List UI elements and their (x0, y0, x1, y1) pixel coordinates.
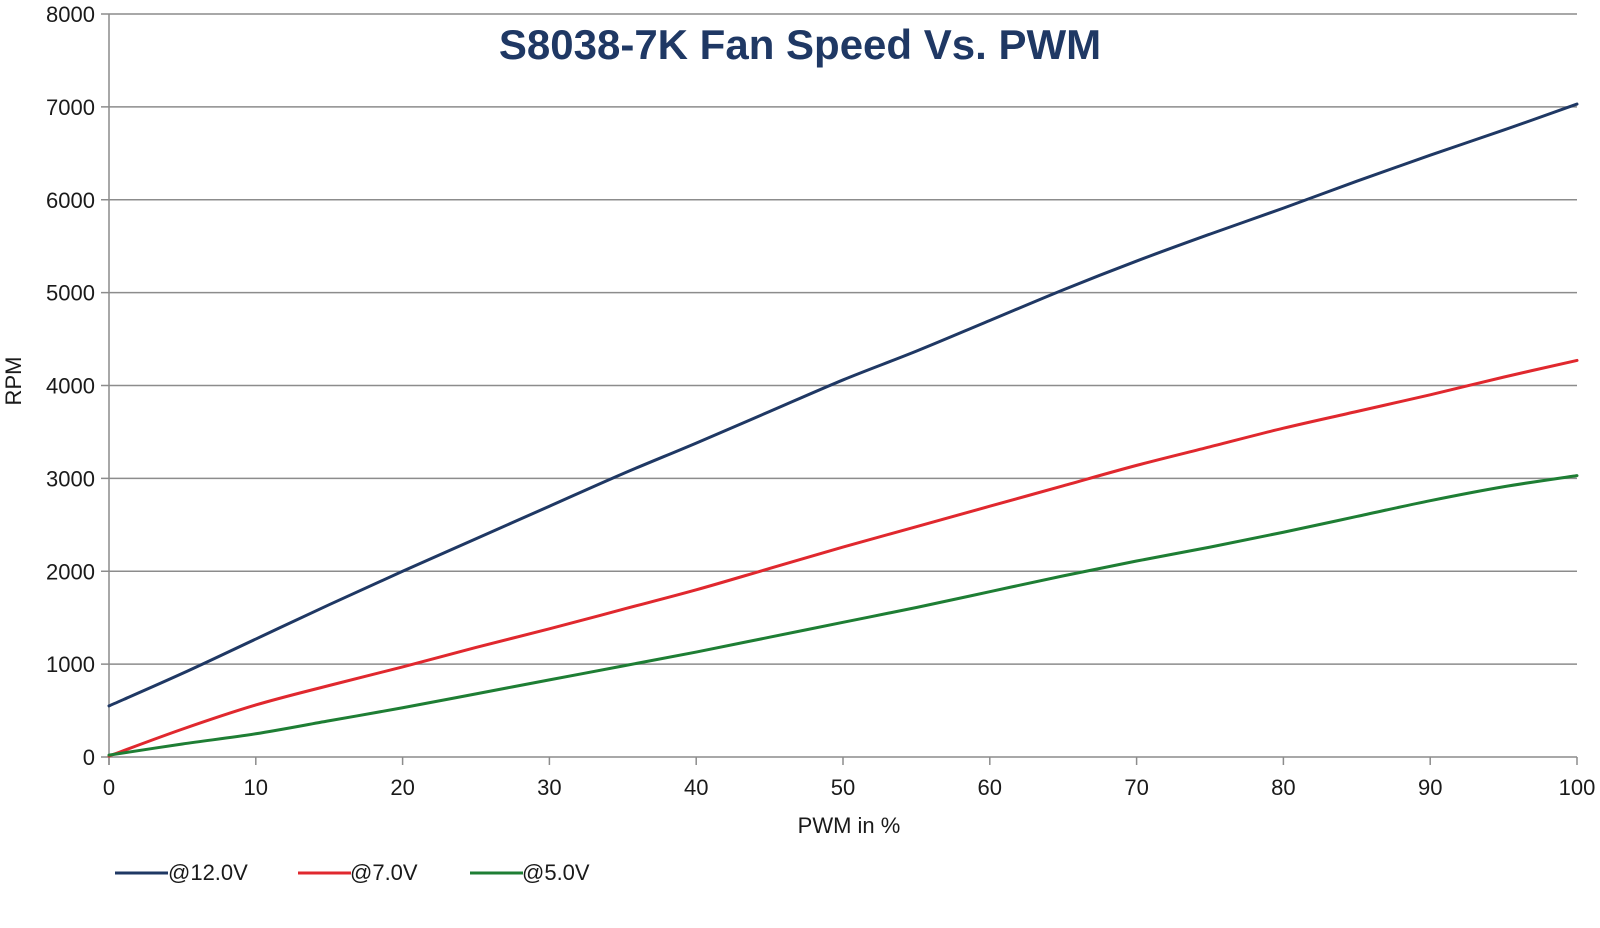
y-tick-label: 5000 (46, 281, 95, 306)
x-tick-label: 90 (1418, 775, 1442, 800)
axes (108, 14, 1577, 765)
x-tick-label: 60 (978, 775, 1002, 800)
legend: @12.0V @7.0V @5.0V (115, 860, 590, 885)
y-axis-ticks: 0 1000 2000 3000 4000 5000 6000 7000 8000 (46, 2, 109, 770)
y-tick-label: 0 (83, 745, 95, 770)
series-line-1 (107, 358, 1579, 758)
x-tick-label: 50 (831, 775, 855, 800)
y-tick-label: 8000 (46, 2, 95, 27)
series-line-0 (107, 102, 1579, 708)
legend-item: @5.0V (470, 860, 590, 885)
y-tick-label: 4000 (46, 374, 95, 399)
x-tick-label: 20 (390, 775, 414, 800)
chart-title: S8038-7K Fan Speed Vs. PWM (499, 21, 1101, 68)
grid-lines (109, 13, 1577, 665)
y-tick-label: 2000 (46, 559, 95, 584)
x-tick-label: 80 (1271, 775, 1295, 800)
series-lines (107, 102, 1579, 758)
x-axis-title: PWM in % (798, 813, 901, 838)
x-axis-ticks: 0 10 20 30 40 50 60 70 80 90 100 (103, 757, 1595, 800)
legend-item: @7.0V (298, 860, 418, 885)
x-tick-label: 10 (244, 775, 268, 800)
x-tick-label: 70 (1124, 775, 1148, 800)
y-tick-label: 1000 (46, 652, 95, 677)
y-tick-label: 6000 (46, 188, 95, 213)
x-tick-label: 0 (103, 775, 115, 800)
legend-label: @5.0V (522, 860, 590, 885)
y-tick-label: 7000 (46, 95, 95, 120)
y-axis-title: RPM (1, 357, 26, 406)
legend-item: @12.0V (115, 860, 248, 885)
legend-label: @7.0V (350, 860, 418, 885)
x-tick-label: 30 (537, 775, 561, 800)
legend-label: @12.0V (168, 860, 248, 885)
y-tick-label: 3000 (46, 466, 95, 491)
x-tick-label: 100 (1559, 775, 1596, 800)
x-tick-label: 40 (684, 775, 708, 800)
series-line-2 (107, 474, 1579, 757)
